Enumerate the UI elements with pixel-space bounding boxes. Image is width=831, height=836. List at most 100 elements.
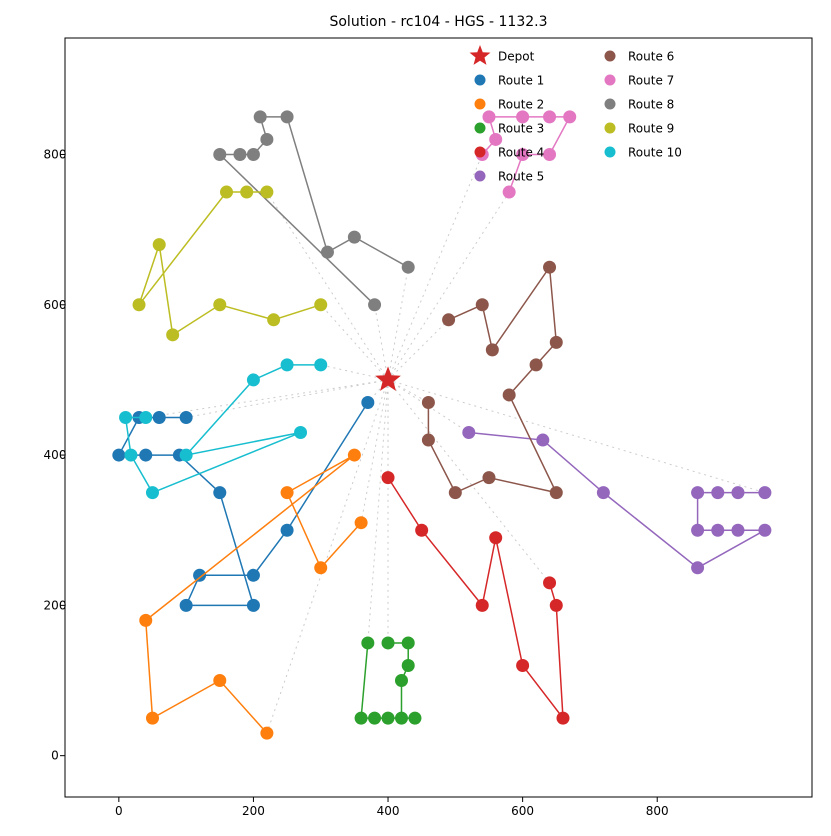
route-point — [415, 524, 428, 537]
route-point — [361, 636, 374, 649]
route-point — [368, 712, 381, 725]
route-9 — [133, 186, 328, 342]
legend-label: Depot — [498, 50, 535, 64]
route-point — [395, 674, 408, 687]
route-point — [139, 449, 152, 462]
route-point — [139, 411, 152, 424]
route-point — [321, 246, 334, 259]
legend-label: Route 6 — [628, 50, 674, 64]
route-line — [119, 402, 368, 605]
route-point — [442, 313, 455, 326]
route-point — [193, 569, 206, 582]
route-3 — [355, 636, 422, 724]
legend-label: Route 2 — [498, 98, 544, 112]
route-point — [550, 486, 563, 499]
route-point — [260, 133, 273, 146]
legend-dot-icon — [605, 51, 616, 62]
route-point — [462, 426, 475, 439]
x-tick-label: 600 — [511, 804, 534, 818]
route-point — [402, 636, 415, 649]
depot-edge — [388, 380, 550, 583]
route-point — [758, 486, 771, 499]
legend-dot-icon — [605, 99, 616, 110]
depot-edge — [368, 380, 388, 643]
route-line — [469, 433, 765, 568]
route-point — [247, 148, 260, 161]
legend-label: Route 10 — [628, 146, 682, 160]
route-line — [146, 455, 361, 733]
legend-label: Route 4 — [498, 146, 544, 160]
route-point — [213, 674, 226, 687]
route-point — [536, 434, 549, 447]
route-point — [543, 576, 556, 589]
route-point — [382, 471, 395, 484]
route-5 — [462, 426, 771, 574]
route-point — [314, 561, 327, 574]
x-tick-label: 400 — [377, 804, 400, 818]
route-point — [476, 599, 489, 612]
route-point — [557, 712, 570, 725]
route-point — [314, 358, 327, 371]
route-point — [402, 659, 415, 672]
route-point — [247, 599, 260, 612]
route-point — [402, 261, 415, 274]
route-point — [691, 486, 704, 499]
route-line — [126, 365, 321, 493]
route-point — [530, 358, 543, 371]
route-point — [408, 712, 421, 725]
route-point — [597, 486, 610, 499]
route-point — [550, 599, 563, 612]
route-point — [133, 298, 146, 311]
route-point — [731, 486, 744, 499]
route-point — [348, 231, 361, 244]
route-point — [281, 110, 294, 123]
route-8 — [213, 110, 414, 311]
x-tick-label: 200 — [242, 804, 265, 818]
legend: DepotRoute 1Route 2Route 3Route 4Route 5… — [470, 45, 682, 184]
route-point — [476, 298, 489, 311]
route-point — [166, 328, 179, 341]
chart-container: 02004006008000200400600800Solution - rc1… — [0, 0, 831, 836]
legend-label: Route 8 — [628, 98, 674, 112]
legend-dot-icon — [475, 99, 486, 110]
route-point — [489, 531, 502, 544]
route-4 — [382, 471, 570, 724]
route-point — [361, 396, 374, 409]
x-tick-label: 800 — [646, 804, 669, 818]
route-point — [146, 712, 159, 725]
legend-label: Route 3 — [498, 122, 544, 136]
depot-edge — [186, 380, 388, 418]
chart-title: Solution - rc104 - HGS - 1132.3 — [329, 14, 547, 30]
depot-edge — [388, 380, 765, 493]
route-chart: 02004006008000200400600800Solution - rc1… — [0, 0, 831, 836]
route-point — [348, 449, 361, 462]
route-point — [260, 186, 273, 199]
route-point — [294, 426, 307, 439]
route-point — [267, 313, 280, 326]
route-line — [428, 267, 556, 492]
route-point — [516, 659, 529, 672]
route-point — [153, 238, 166, 251]
route-point — [355, 516, 368, 529]
route-point — [355, 712, 368, 725]
legend-dot-icon — [475, 147, 486, 158]
route-point — [691, 524, 704, 537]
legend-star-icon — [470, 45, 491, 65]
route-point — [422, 396, 435, 409]
depot-edge — [267, 380, 388, 733]
route-point — [213, 486, 226, 499]
route-point — [691, 561, 704, 574]
route-point — [395, 712, 408, 725]
route-10 — [119, 358, 327, 499]
route-point — [503, 186, 516, 199]
route-point — [180, 449, 193, 462]
depot-edge — [388, 320, 449, 380]
legend-label: Route 1 — [498, 74, 544, 88]
route-point — [368, 298, 381, 311]
route-point — [711, 524, 724, 537]
route-point — [124, 449, 137, 462]
y-tick-label: 600 — [44, 298, 67, 312]
route-point — [503, 388, 516, 401]
route-point — [382, 636, 395, 649]
route-point — [247, 569, 260, 582]
